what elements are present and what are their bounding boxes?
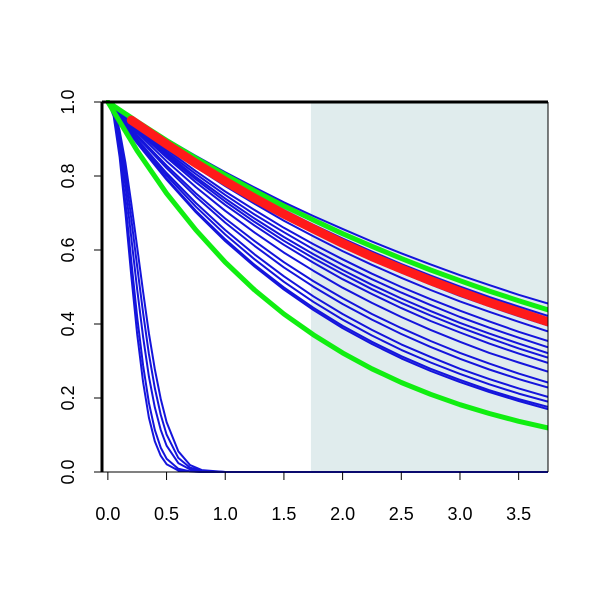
x-axis: 0.0 0.5 1.0 1.5 2.0 2.5 3.0 3.5 xyxy=(95,472,531,524)
x-tick-label: 2.0 xyxy=(330,504,355,524)
x-tick-label: 1.5 xyxy=(271,504,296,524)
series-line-blue-14 xyxy=(106,101,548,384)
series-line-blue-12 xyxy=(106,101,548,364)
series-line-blue-17 xyxy=(106,101,548,403)
series-line-blue-19 xyxy=(106,101,548,411)
y-tick-label: 0.2 xyxy=(58,385,78,410)
series-line-blue-8 xyxy=(106,101,548,342)
x-tick-label: 1.0 xyxy=(213,504,238,524)
x-tick-label: 2.5 xyxy=(389,504,414,524)
series-line-blue-13 xyxy=(106,101,548,373)
y-axis: 0.0 0.2 0.4 0.6 0.8 1.0 xyxy=(58,89,102,485)
series-line-blue-16 xyxy=(106,101,548,398)
series-line-blue-9 xyxy=(106,101,548,349)
x-tick-label: 0.0 xyxy=(95,504,120,524)
series-line-blue-15 xyxy=(106,101,548,389)
y-tick-label: 0.8 xyxy=(58,163,78,188)
y-tick-label: 0.6 xyxy=(58,237,78,262)
y-tick-label: 0.0 xyxy=(58,459,78,484)
y-tick-label: 1.0 xyxy=(58,89,78,114)
x-tick-label: 0.5 xyxy=(154,504,179,524)
series-line-green-26 xyxy=(105,100,548,431)
series-line-blue-10 xyxy=(106,101,548,355)
series-line-red-27 xyxy=(126,115,548,327)
series-line-blue-11 xyxy=(106,101,548,359)
plot-frame xyxy=(100,100,549,473)
shaded-region xyxy=(310,102,548,472)
x-tick-label: 3.0 xyxy=(447,504,472,524)
x-tick-label: 3.5 xyxy=(506,504,531,524)
y-tick-label: 0.4 xyxy=(58,311,78,336)
